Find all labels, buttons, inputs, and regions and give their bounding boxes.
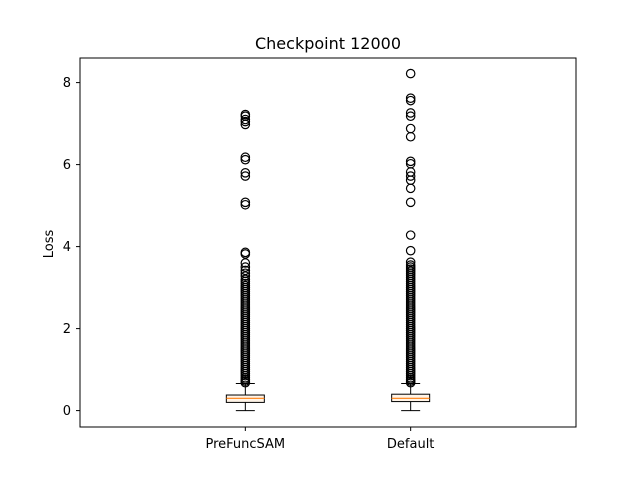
outlier-point xyxy=(405,68,416,79)
x-tick-label: Default xyxy=(387,437,435,452)
outlier-point xyxy=(240,168,251,178)
outlier-point xyxy=(240,154,251,165)
outlier-point xyxy=(405,123,416,134)
outlier-point xyxy=(240,268,251,279)
y-tick-label: 4 xyxy=(63,240,71,255)
y-axis-label: Loss xyxy=(42,230,57,259)
y-tick-label: 0 xyxy=(63,404,71,419)
outlier-point xyxy=(405,111,416,122)
outlier-point xyxy=(405,95,416,106)
y-tick-label: 2 xyxy=(63,322,71,337)
outlier-point xyxy=(240,265,251,276)
chart-title: Checkpoint 12000 xyxy=(255,34,401,53)
outlier-point xyxy=(405,230,416,240)
plot-area: 0 2 4 6 8 PreFuncSAM Default xyxy=(63,68,435,452)
outlier-point xyxy=(240,199,251,210)
x-tick-label: PreFuncSAM xyxy=(205,437,285,452)
outlier-point xyxy=(240,109,251,120)
outlier-point xyxy=(240,114,251,125)
outlier-point xyxy=(405,245,416,256)
outlier-point xyxy=(240,262,251,272)
outlier-point xyxy=(405,171,416,181)
plot-frame xyxy=(79,57,577,428)
outlier-point xyxy=(405,156,416,167)
outlier-point xyxy=(240,197,251,208)
outlier-point xyxy=(405,158,416,169)
outlier-point xyxy=(240,258,251,268)
outlier-point xyxy=(405,257,416,267)
y-tick-label: 8 xyxy=(63,76,71,91)
outlier-point xyxy=(240,171,251,181)
outlier-point xyxy=(405,108,416,118)
outlier-point xyxy=(240,271,251,281)
outlier-point xyxy=(405,260,416,270)
outlier-point xyxy=(405,197,416,208)
outlier-point xyxy=(405,93,416,103)
outlier-point xyxy=(240,247,251,258)
y-tick-label: 6 xyxy=(63,158,71,173)
outlier-point xyxy=(240,152,251,163)
outlier-point xyxy=(240,274,251,285)
